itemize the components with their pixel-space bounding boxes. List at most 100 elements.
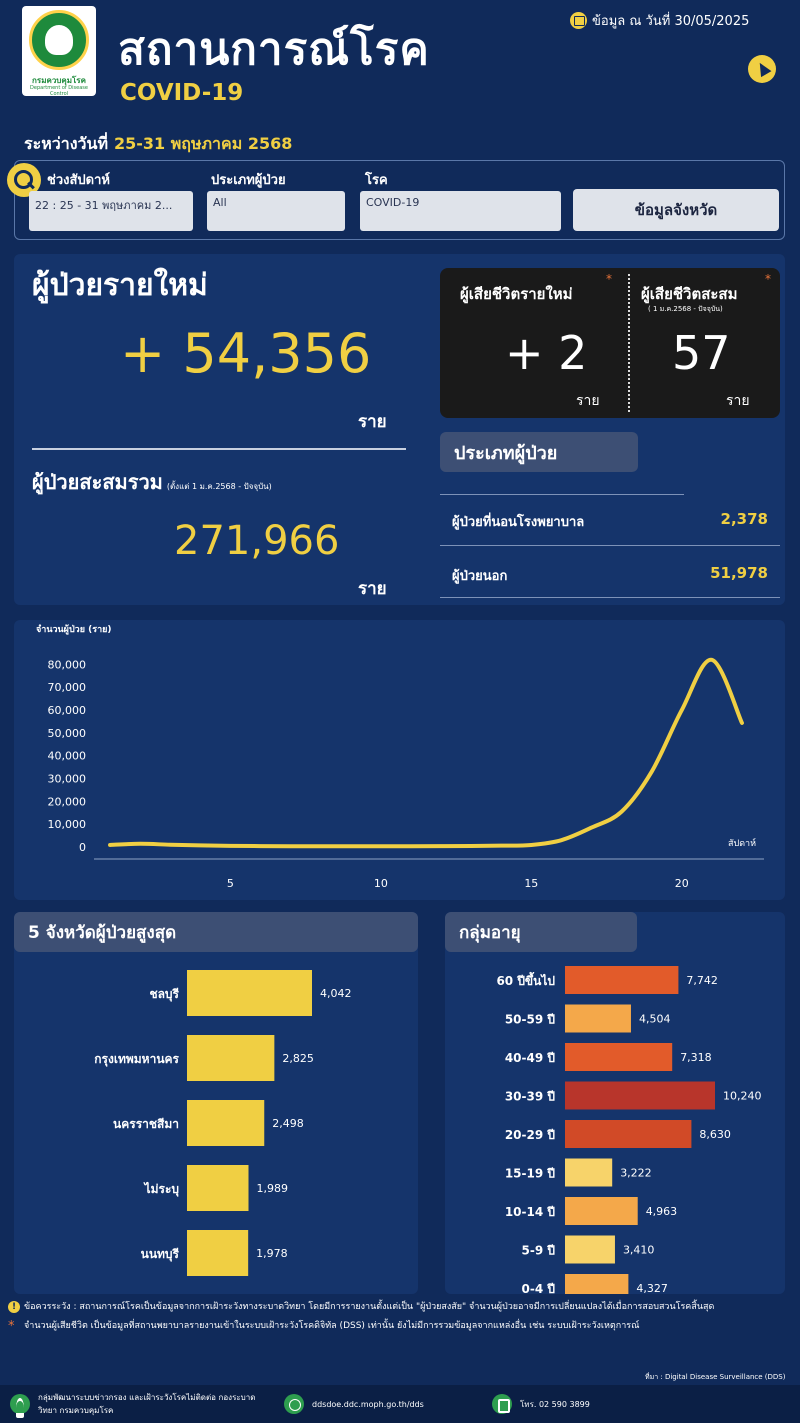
y-tick-label: 60,000 (48, 704, 87, 717)
age-group-value-label: 3,410 (623, 1244, 655, 1257)
page-subtitle: COVID-19 (120, 80, 244, 106)
province-bar (187, 1100, 265, 1146)
age-group-bar (565, 1235, 615, 1264)
footer-website-link[interactable]: ddsdoe.ddc.moph.go.th/dds (312, 1399, 424, 1409)
ddc-emblem-icon (29, 10, 89, 70)
deaths-box (440, 268, 780, 418)
outpatient-value: 51,978 (710, 564, 768, 582)
divider (32, 448, 406, 450)
data-date: ข้อมูล ณ วันที่ 30/05/2025 (570, 10, 749, 31)
cumulative-cases-value: 271,966 (174, 518, 340, 564)
age-group-label: 40-49 ปี (505, 1051, 556, 1065)
province-label: ไม่ระบุ (143, 1181, 179, 1197)
new-deaths-label: ผู้เสียชีวิตรายใหม่ (460, 285, 573, 303)
age-group-value-label: 7,318 (680, 1051, 712, 1064)
age-group-value-label: 10,240 (723, 1090, 762, 1103)
week-filter-label: ช่วงสัปดาห์ (47, 173, 110, 188)
week-filter-select[interactable]: 22 : 25 - 31 พฤษภาคม 2... (29, 191, 193, 231)
age-group-bar (565, 1158, 613, 1187)
age-group-label: 5-9 ปี (522, 1244, 556, 1258)
weekly-cases-series-line (108, 657, 744, 849)
age-group-bar (565, 1004, 631, 1033)
inpatient-value: 2,378 (720, 510, 768, 528)
phone-icon (492, 1394, 512, 1414)
age-group-bar-chart: 60 ปีขึ้นไป 7,742 50-59 ปี 4,504 40-49 ปี 7,3… (496, 966, 762, 1294)
age-group-label: 30-39 ปี (505, 1090, 556, 1104)
weekly-cases-chart-panel: จำนวนผู้ป่วย (ราย) สัปดาห์ 0 10,000 20,000 30… (14, 620, 785, 900)
age-group-label: 15-19 ปี (505, 1167, 556, 1181)
new-cases-label: ผู้ป่วยรายใหม่ (32, 268, 208, 303)
x-tick-label: 5 (227, 877, 234, 890)
deaths-note-text: จำนวนผู้เสียชีวิต เป็นข้อมูลที่สถานพยาบา… (24, 1321, 640, 1331)
cumulative-deaths-note: ( 1 ม.ค.2568 - ปัจจุบัน) (648, 305, 723, 313)
new-deaths-star: * (606, 272, 612, 286)
calendar-icon (570, 12, 587, 29)
age-group-value-label: 4,963 (646, 1205, 678, 1218)
x-axis-label: สัปดาห์ (728, 837, 756, 849)
cumulative-cases-note: (ตั้งแต่ 1 ม.ค.2568 - ปัจจุบัน) (166, 482, 272, 491)
cumulative-cases-label: ผู้ป่วยสะสมรวม (ตั้งแต่ 1 ม.ค.2568 - ปัจจ… (32, 466, 272, 498)
cumulative-cases-unit: ราย (358, 579, 387, 599)
data-date-text: ข้อมูล ณ วันที่ 30/05/2025 (592, 14, 750, 29)
top-provinces-title: 5 จังหวัดผู้ป่วยสูงสุด (14, 912, 418, 952)
province-label: นครราชสีมา (113, 1117, 179, 1131)
age-group-panel: กลุ่มอายุ 60 ปีขึ้นไป 7,742 50-59 ปี 4,504 4… (445, 912, 785, 1294)
province-label: กรุงเทพมหานคร (94, 1052, 179, 1067)
province-bar (187, 1035, 275, 1081)
caution-note-text: ข้อควรระวัง : สถานการณ์โรคเป็นข้อมูลจากก… (24, 1302, 715, 1312)
page-title: สถานการณ์โรค (118, 24, 430, 75)
patient-type-divider (440, 545, 780, 546)
province-label: ชลบุรี (149, 987, 179, 1002)
y-tick-label: 10,000 (48, 818, 87, 831)
patient-type-filter-label: ประเภทผู้ป่วย (211, 173, 286, 188)
logo-org-subname: Department of Disease Control (30, 85, 88, 97)
age-group-label: 60 ปีขึ้นไป (496, 971, 555, 988)
click-pointer-icon (748, 55, 776, 83)
age-group-value-label: 4,327 (636, 1282, 668, 1294)
province-bar (187, 1165, 249, 1211)
disease-filter-select[interactable]: COVID-19 (360, 191, 561, 231)
age-group-title: กลุ่มอายุ (445, 912, 637, 952)
date-range-value: 25-31 พฤษภาคม 2568 (113, 134, 293, 153)
province-label: นนทบุรี (141, 1247, 180, 1262)
inpatient-label: ผู้ป่วยที่นอนโรงพยาบาล (452, 515, 585, 530)
new-deaths-unit: ราย (576, 393, 600, 409)
age-group-label: 50-59 ปี (505, 1013, 556, 1027)
age-group-value-label: 3,222 (620, 1167, 652, 1180)
filter-bar: ช่วงสัปดาห์ 22 : 25 - 31 พฤษภาคม 2... ปร… (7, 160, 785, 240)
age-group-value-label: 4,504 (639, 1013, 671, 1026)
province-value-label: 2,825 (282, 1052, 314, 1065)
patient-type-divider (440, 494, 684, 495)
y-tick-label: 80,000 (48, 658, 87, 671)
footer-org: กลุ่มพัฒนาระบบข่าวกรอง และเฝ้าระวังโรคไม… (38, 1393, 256, 1415)
footer: กลุ่มพัฒนาระบบข่าวกรอง และเฝ้าระวังโรคไม… (0, 1385, 800, 1423)
province-bar (187, 970, 312, 1016)
age-group-value-label: 7,742 (686, 974, 718, 987)
top-provinces-bar-chart: ชลบุรี 4,042 กรุงเทพมหานคร 2,825 นครราชสีมา 2… (94, 970, 352, 1276)
patient-type-divider (440, 597, 780, 598)
age-group-bar (565, 1081, 715, 1110)
data-source: ที่มา : Digital Disease Surveillance (DD… (645, 1373, 786, 1381)
disease-filter-label: โรค (365, 173, 388, 188)
province-value-label: 1,989 (257, 1182, 289, 1195)
age-group-bar (565, 1043, 673, 1071)
province-bar (187, 1230, 249, 1276)
province-value-label: 4,042 (320, 987, 352, 1000)
age-group-label: 20-29 ปี (505, 1128, 556, 1142)
y-tick-label: 50,000 (48, 727, 87, 740)
deaths-divider (628, 274, 630, 412)
footer-phone: โทร. 02 590 3899 (520, 1399, 590, 1409)
asterisk-icon: * (8, 1319, 15, 1334)
y-tick-label: 20,000 (48, 795, 87, 808)
weekly-cases-line-chart: จำนวนผู้ป่วย (ราย) สัปดาห์ 0 10,000 20,000 30… (36, 624, 764, 890)
province-data-button[interactable]: ข้อมูลจังหวัด (573, 189, 779, 231)
cumulative-deaths-unit: ราย (726, 393, 750, 409)
new-cases-unit: ราย (358, 412, 387, 432)
patient-type-filter-select[interactable]: All (207, 191, 345, 231)
age-group-bar (565, 1274, 629, 1294)
province-value-label: 2,498 (272, 1117, 304, 1130)
age-group-bar (565, 1197, 638, 1225)
y-tick-label: 30,000 (48, 773, 87, 786)
age-group-value-label: 8,630 (699, 1128, 731, 1141)
province-value-label: 1,978 (256, 1247, 288, 1260)
